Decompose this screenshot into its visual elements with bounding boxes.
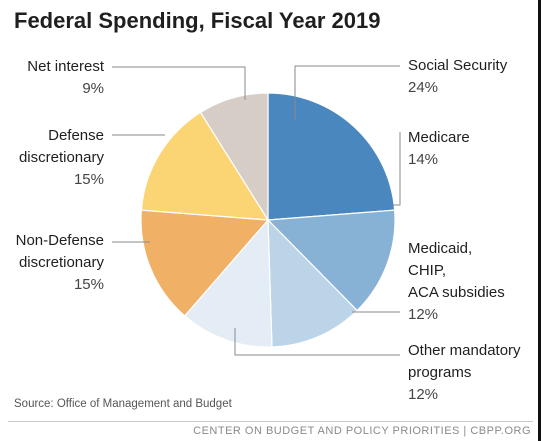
pie-slice-3 bbox=[183, 218, 273, 348]
source-note: Source: Office of Management and Budget bbox=[14, 398, 232, 410]
label-name-line2: programs bbox=[408, 364, 472, 381]
pie-slice-2 bbox=[267, 218, 358, 348]
footer-credit: CENTER ON BUDGET AND POLICY PRIORITIES |… bbox=[193, 425, 531, 437]
label-name-line1: Non-Defense bbox=[15, 232, 104, 249]
window-edge bbox=[538, 0, 541, 441]
label-name-line2: CHIP, bbox=[408, 262, 447, 279]
pie-slice-0 bbox=[267, 92, 396, 221]
label-percent: 15% bbox=[73, 171, 104, 188]
pie-slice-4 bbox=[140, 209, 270, 317]
label-social-security: Social Security 24% bbox=[408, 55, 507, 99]
label-non-defense-discretionary: Non-Defense discretionary 15% bbox=[16, 230, 104, 296]
label-name: Net interest bbox=[27, 58, 104, 75]
label-percent: 14% bbox=[408, 151, 439, 168]
leader-other-mandatory bbox=[234, 328, 400, 356]
label-name-line2: discretionary bbox=[18, 149, 104, 166]
label-percent: 12% bbox=[408, 386, 439, 403]
pie-slice-5 bbox=[140, 111, 270, 221]
label-percent: 9% bbox=[82, 80, 104, 97]
leader-net-interest bbox=[112, 66, 246, 100]
pie-slice-6 bbox=[199, 92, 269, 223]
label-name-line3: ACA subsidies bbox=[408, 284, 505, 301]
label-percent: 24% bbox=[408, 79, 439, 96]
label-name: Medicare bbox=[408, 129, 470, 146]
chart-title: Federal Spending, Fiscal Year 2019 bbox=[14, 8, 381, 33]
label-name-line1: Medicaid, bbox=[408, 240, 473, 257]
leader-medicare bbox=[393, 132, 401, 206]
label-percent: 15% bbox=[73, 276, 104, 293]
label-other-mandatory: Other mandatory programs 12% bbox=[408, 340, 521, 406]
label-net-interest: Net interest 9% bbox=[27, 56, 104, 100]
footer-divider bbox=[8, 421, 533, 422]
label-name-line1: Defense bbox=[48, 127, 104, 144]
leader-social-security bbox=[294, 65, 400, 120]
label-medicaid-chip-aca: Medicaid, CHIP, ACA subsidies 12% bbox=[408, 238, 505, 326]
label-name-line2: discretionary bbox=[18, 254, 104, 271]
label-medicare: Medicare 14% bbox=[408, 127, 470, 171]
label-name-line1: Other mandatory bbox=[408, 342, 521, 359]
label-name: Social Security bbox=[408, 57, 508, 74]
label-defense-discretionary: Defense discretionary 15% bbox=[19, 125, 104, 191]
label-percent: 12% bbox=[408, 306, 439, 323]
pie-slice-1 bbox=[266, 209, 396, 312]
